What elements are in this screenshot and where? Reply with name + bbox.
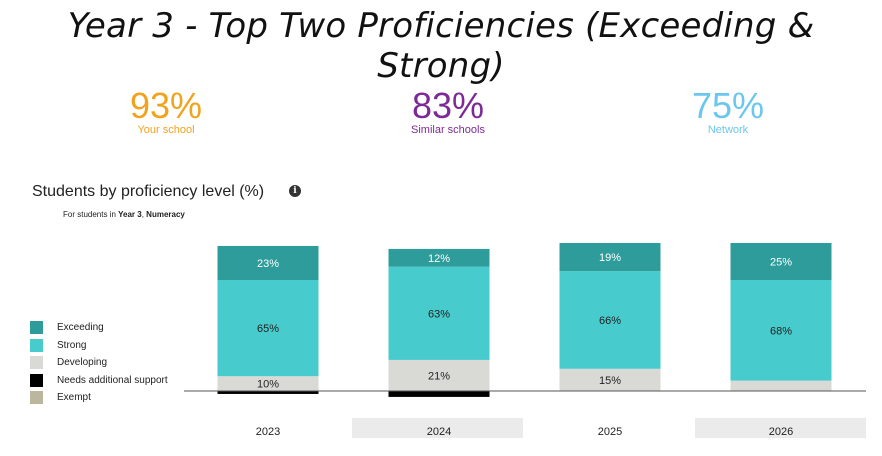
data-label-2023-strong: 65% bbox=[257, 323, 279, 335]
x-tick-label-2024: 2024 bbox=[427, 426, 451, 438]
kpi-network-label: Network bbox=[707, 124, 749, 136]
kpi-similar-schools-value: 83% bbox=[411, 85, 485, 126]
data-label-2023-exceeding: 23% bbox=[257, 258, 279, 270]
legend-label-developing: Developing bbox=[57, 357, 108, 368]
data-label-2024-strong: 63% bbox=[428, 308, 450, 320]
data-label-2025-strong: 66% bbox=[599, 315, 621, 327]
bar-2023-exceeding bbox=[217, 245, 319, 280]
bar-2023-strong bbox=[217, 280, 319, 377]
bar-2026-strong bbox=[730, 280, 832, 381]
legend-swatch-exceeding bbox=[30, 321, 43, 334]
data-label-2025-exceeding: 19% bbox=[599, 252, 621, 264]
data-label-2024-developing: 21% bbox=[428, 370, 450, 382]
legend-label-exceeding: Exceeding bbox=[57, 322, 104, 333]
legend-swatch-needs-additional-support bbox=[30, 373, 43, 387]
legend-label-needs-additional-support: Needs additional support bbox=[57, 374, 168, 386]
bar-2026-developing bbox=[730, 380, 832, 391]
bar-2025-developing bbox=[559, 368, 661, 391]
data-label-2024-exceeding: 12% bbox=[428, 253, 450, 265]
bar-2023-needs-additional-support bbox=[217, 391, 319, 394]
bar-2023-developing bbox=[217, 376, 319, 391]
bar-2024-strong bbox=[388, 266, 490, 360]
subtitle-prefix: For students in bbox=[63, 210, 119, 219]
kpi-your-school-value: 93% bbox=[129, 85, 203, 126]
legend-swatch-developing bbox=[30, 356, 43, 369]
kpi-similar-schools-label: Similar schools bbox=[411, 124, 485, 136]
kpi-similar-schools: 83% Similar schools bbox=[348, 85, 548, 137]
slide-title: Year 3 - Top Two Proficiencies (Exceedin… bbox=[67, 6, 815, 86]
chart-title: Students by proficiency level (%) bbox=[32, 183, 265, 200]
kpi-network: 75% Network bbox=[628, 85, 828, 137]
bar-2024-exceeding bbox=[388, 248, 490, 267]
bar-2025-exceeding bbox=[559, 243, 661, 272]
x-label-band-2024 bbox=[352, 418, 523, 438]
subtitle-domain: Numeracy bbox=[146, 210, 185, 219]
data-label-2023-developing: 10% bbox=[257, 379, 279, 391]
kpi-your-school: 93% Your school bbox=[66, 85, 266, 137]
x-tick-label-2026: 2026 bbox=[769, 426, 793, 438]
legend-swatch-exempt bbox=[30, 391, 43, 404]
x-label-band-2026 bbox=[695, 418, 866, 438]
legend-swatch-strong bbox=[30, 338, 43, 352]
info-icon[interactable]: i bbox=[289, 185, 301, 197]
kpi-network-value: 75% bbox=[691, 85, 765, 126]
subtitle-separator: , bbox=[141, 210, 147, 219]
data-label-2026-strong: 68% bbox=[770, 325, 792, 337]
subtitle-year: Year 3 bbox=[118, 210, 142, 219]
bar-2025-strong bbox=[559, 271, 661, 369]
data-label-2026-exceeding: 25% bbox=[770, 257, 792, 269]
bar-2024-developing bbox=[388, 359, 490, 391]
x-tick-label-2023: 2023 bbox=[256, 426, 280, 438]
bar-2026-exceeding bbox=[730, 243, 832, 280]
kpi-your-school-label: Your school bbox=[137, 124, 195, 136]
legend-label-exempt: Exempt bbox=[57, 392, 91, 403]
chart-subtitle: For students in Year 3, Numeracy bbox=[63, 210, 185, 219]
data-label-2025-developing: 15% bbox=[599, 375, 621, 387]
bar-2024-needs-additional-support bbox=[388, 391, 490, 397]
x-tick-label-2025: 2025 bbox=[598, 426, 622, 438]
legend-label-strong: Strong bbox=[57, 339, 87, 351]
